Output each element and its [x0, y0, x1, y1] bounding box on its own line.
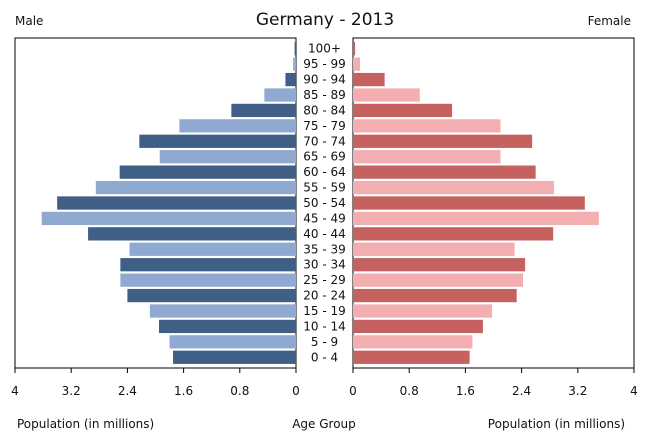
age-group-label: 60 - 64 — [303, 165, 346, 179]
male-bars-group — [41, 42, 297, 364]
age-group-label: 5 - 9 — [311, 335, 338, 349]
male-bar — [41, 211, 296, 226]
male-bar — [169, 335, 296, 349]
left-tick-label: 0.8 — [230, 384, 249, 398]
female-bar — [353, 258, 526, 272]
male-bar — [120, 258, 296, 272]
age-group-label: 95 - 99 — [303, 57, 346, 71]
female-label: Female — [588, 14, 631, 28]
age-group-label: 90 - 94 — [303, 73, 346, 87]
female-bar — [353, 273, 524, 287]
left-tick-label: 2.4 — [118, 384, 137, 398]
male-bar — [264, 88, 296, 102]
male-label: Male — [15, 14, 43, 28]
male-bar — [159, 150, 296, 164]
left-tick-label: 3.2 — [62, 384, 81, 398]
female-bar — [353, 304, 493, 318]
male-bar — [173, 350, 296, 364]
female-bar — [353, 335, 473, 349]
male-bar — [57, 196, 297, 210]
female-bar — [353, 288, 517, 303]
female-bar — [353, 42, 356, 56]
female-bar — [353, 227, 554, 241]
male-bar — [129, 242, 296, 256]
male-bar — [294, 42, 296, 56]
female-bar — [353, 242, 515, 256]
age-group-label: 25 - 29 — [303, 273, 346, 287]
male-bar — [120, 273, 296, 287]
female-bar — [353, 350, 470, 364]
right-axis-title: Population (in millions) — [488, 417, 625, 431]
male-bar — [285, 72, 296, 87]
male-bar — [139, 134, 296, 148]
age-group-label: 35 - 39 — [303, 242, 346, 256]
age-group-label: 20 - 24 — [303, 289, 346, 303]
male-bar — [127, 288, 297, 303]
right-axis-ticks: 0 0.8 1.6 2.4 3.2 4 — [349, 368, 638, 398]
female-bar — [353, 72, 385, 87]
left-axis-ticks: 4 3.2 2.4 1.6 0.8 0 — [11, 368, 300, 398]
age-group-label: 75 - 79 — [303, 119, 346, 133]
male-bar — [88, 227, 296, 241]
age-group-label: 45 - 49 — [303, 211, 346, 225]
female-bar — [353, 196, 585, 210]
right-tick-label: 0 — [349, 384, 357, 398]
chart-title: Germany - 2013 — [256, 10, 394, 30]
male-bar — [95, 180, 296, 195]
male-bar — [119, 165, 296, 179]
female-bar — [353, 119, 501, 133]
age-group-label: 50 - 54 — [303, 196, 346, 210]
age-group-label: 10 - 14 — [303, 319, 346, 333]
female-bar — [353, 180, 554, 195]
age-group-label: 40 - 44 — [303, 227, 346, 241]
female-bar — [353, 150, 501, 164]
age-group-label: 65 - 69 — [303, 150, 346, 164]
right-tick-label: 3.2 — [568, 384, 587, 398]
female-bar — [353, 57, 361, 71]
right-tick-label: 4 — [630, 384, 638, 398]
female-bar — [353, 319, 483, 334]
right-tick-label: 2.4 — [512, 384, 531, 398]
age-group-label: 15 - 19 — [303, 304, 346, 318]
female-bar — [353, 134, 533, 148]
age-group-label: 30 - 34 — [303, 258, 346, 272]
left-tick-label: 4 — [11, 384, 19, 398]
center-axis-title: Age Group — [292, 417, 356, 431]
female-bar — [353, 211, 599, 226]
age-group-label: 55 - 59 — [303, 181, 346, 195]
age-group-label: 70 - 74 — [303, 134, 346, 148]
female-bar — [353, 103, 453, 118]
male-bar — [149, 304, 296, 318]
left-axis-title: Population (in millions) — [17, 417, 154, 431]
age-group-label: 100+ — [308, 42, 341, 56]
right-tick-label: 0.8 — [400, 384, 419, 398]
age-group-label: 0 - 4 — [311, 350, 338, 364]
male-bar — [159, 319, 296, 334]
female-bars-group — [353, 42, 599, 364]
age-group-label: 80 - 84 — [303, 103, 346, 117]
male-bar — [179, 119, 296, 133]
female-bar — [353, 165, 536, 179]
male-bar — [231, 103, 296, 118]
left-tick-label: 1.6 — [174, 384, 193, 398]
left-tick-label: 0 — [292, 384, 300, 398]
age-group-label: 85 - 89 — [303, 88, 346, 102]
female-bar — [353, 88, 420, 102]
right-tick-label: 1.6 — [456, 384, 475, 398]
male-bar — [293, 57, 296, 71]
